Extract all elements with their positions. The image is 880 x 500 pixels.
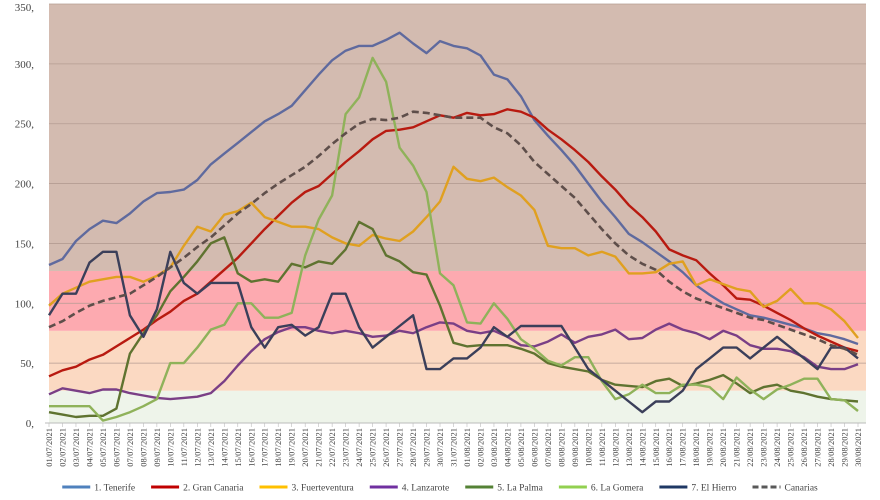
- y-tick-label: 250,: [15, 119, 35, 131]
- x-tick-label: 05/07/2021: [98, 428, 108, 467]
- x-tick-label: 23/07/2021: [341, 428, 351, 467]
- x-tick-label: 24/08/2021: [772, 428, 782, 467]
- x-tick-label: 27/07/2021: [395, 428, 405, 467]
- legend-label: 7. El Hierro: [691, 484, 736, 494]
- x-tick-label: 29/08/2021: [840, 428, 850, 467]
- x-tick-label: 12/07/2021: [192, 428, 202, 467]
- x-tick-label: 21/07/2021: [314, 428, 324, 467]
- x-tick-label: 13/08/2021: [624, 428, 634, 467]
- y-tick-label: 200,: [15, 179, 35, 191]
- legend-label: 3. Fuerteventura: [291, 484, 354, 494]
- x-tick-label: 08/08/2021: [556, 428, 566, 467]
- x-tick-label: 31/07/2021: [449, 428, 459, 467]
- series-lines: [47, 31, 859, 422]
- legend-label: 4. Lanzarote: [402, 484, 449, 494]
- series-line-fuerteventura: [48, 165, 859, 339]
- legend-label: 1. Tenerife: [94, 483, 135, 494]
- x-tick-label: 26/08/2021: [799, 428, 809, 467]
- x-tick-label: 06/07/2021: [111, 428, 121, 467]
- x-tick-label: 03/08/2021: [489, 428, 499, 467]
- x-tick-label: 27/08/2021: [813, 428, 823, 467]
- legend-label: 6. La Gomera: [591, 484, 644, 494]
- x-tick-label: 07/08/2021: [543, 428, 553, 467]
- x-tick-label: 14/08/2021: [637, 428, 647, 467]
- x-tick-label: 17/07/2021: [260, 428, 270, 467]
- x-tick-label: 18/07/2021: [273, 428, 283, 467]
- x-tick-label: 10/08/2021: [583, 428, 593, 467]
- x-tick-label: 14/07/2021: [219, 428, 229, 467]
- x-tick-label: 18/08/2021: [691, 428, 701, 467]
- x-tick-label: 28/08/2021: [826, 428, 836, 467]
- x-tick-label: 04/07/2021: [84, 428, 94, 467]
- x-tick-label: 19/08/2021: [705, 428, 715, 467]
- y-axis-ticks: 0, 50, 100, 150, 200, 250, 300, 350,: [15, 2, 35, 430]
- x-tick-label: 02/08/2021: [475, 428, 485, 467]
- x-tick-label: 16/07/2021: [246, 428, 256, 467]
- x-tick-label: 07/07/2021: [125, 428, 135, 467]
- background-band: [49, 4, 866, 271]
- legend-label: 5. La Palma: [497, 484, 543, 494]
- x-tick-label: 08/07/2021: [138, 428, 148, 467]
- y-tick-label: 100,: [15, 298, 35, 310]
- x-tick-label: 11/08/2021: [597, 428, 607, 466]
- x-tick-label: 22/07/2021: [327, 428, 337, 467]
- x-tick-label: 15/07/2021: [233, 428, 243, 467]
- legend-label: Canarias: [785, 484, 819, 494]
- x-tick-label: 30/07/2021: [435, 428, 445, 467]
- x-tick-label: 01/07/2021: [44, 428, 54, 467]
- series-line-la-palma: [48, 220, 859, 419]
- x-tick-label: 20/08/2021: [718, 428, 728, 467]
- series-line-tenerife: [48, 31, 859, 346]
- x-tick-label: 22/08/2021: [745, 428, 755, 467]
- x-tick-label: 03/07/2021: [71, 428, 81, 467]
- x-tick-label: 12/08/2021: [610, 428, 620, 467]
- x-tick-label: 15/08/2021: [651, 428, 661, 467]
- x-tick-label: 17/08/2021: [678, 428, 688, 467]
- x-tick-label: 25/07/2021: [368, 428, 378, 467]
- x-tick-label: 21/08/2021: [732, 428, 742, 467]
- x-tick-label: 10/07/2021: [165, 428, 175, 467]
- x-tick-label: 29/07/2021: [422, 428, 432, 467]
- x-tick-label: 24/07/2021: [354, 428, 364, 467]
- x-tick-label: 06/08/2021: [529, 428, 539, 467]
- x-tick-label: 04/08/2021: [502, 428, 512, 467]
- background-bands: [49, 4, 866, 423]
- x-tick-label: 23/08/2021: [759, 428, 769, 467]
- series-line-el-hierro: [47, 250, 859, 414]
- series-line-la-gomera: [49, 56, 859, 422]
- x-axis-ticks: 01/07/2021 02/07/2021 03/07/2021 04/07/2021…: [44, 422, 866, 467]
- x-tick-label: 13/07/2021: [206, 428, 216, 467]
- x-tick-label: 28/07/2021: [408, 428, 418, 467]
- x-tick-label: 16/08/2021: [664, 428, 674, 467]
- x-tick-label: 01/08/2021: [462, 428, 472, 467]
- x-tick-label: 11/07/2021: [179, 428, 189, 466]
- y-tick-label: 0,: [26, 418, 35, 430]
- x-tick-label: 30/08/2021: [853, 428, 863, 467]
- x-tick-label: 02/07/2021: [57, 428, 67, 467]
- y-tick-label: 150,: [15, 238, 35, 250]
- x-tick-label: 05/08/2021: [516, 428, 526, 467]
- legend: 1. Tenerife 2. Gran Canaria 3. Fuerteventu…: [62, 483, 818, 494]
- background-band: [49, 270, 866, 331]
- background-band: [49, 390, 866, 423]
- series-line-lanzarote: [48, 321, 859, 401]
- x-tick-label: 26/07/2021: [381, 428, 391, 467]
- x-tick-label: 20/07/2021: [300, 428, 310, 467]
- y-tick-label: 50,: [20, 358, 34, 370]
- x-tick-label: 09/08/2021: [570, 428, 580, 467]
- y-tick-label: 350,: [15, 2, 35, 14]
- x-tick-label: 09/07/2021: [152, 428, 162, 467]
- y-tick-label: 300,: [15, 59, 35, 71]
- x-tick-label: 19/07/2021: [287, 428, 297, 467]
- legend-label: 2. Gran Canaria: [183, 484, 244, 494]
- x-tick-label: 25/08/2021: [786, 428, 796, 467]
